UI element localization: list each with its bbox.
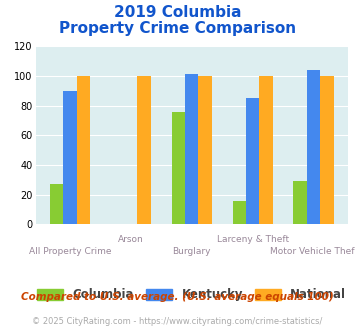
Bar	[307, 70, 320, 224]
Bar	[137, 76, 151, 224]
Bar	[50, 184, 63, 224]
Text: Larceny & Theft: Larceny & Theft	[217, 235, 289, 244]
Legend: Columbia, Kentucky, National: Columbia, Kentucky, National	[33, 284, 351, 306]
Text: © 2025 CityRating.com - https://www.cityrating.com/crime-statistics/: © 2025 CityRating.com - https://www.city…	[32, 317, 323, 326]
Bar	[77, 76, 90, 224]
Text: Motor Vehicle Theft: Motor Vehicle Theft	[269, 247, 355, 256]
Bar	[320, 76, 334, 224]
Text: Arson: Arson	[118, 235, 144, 244]
Bar	[185, 75, 198, 224]
Bar	[171, 112, 185, 224]
Bar	[260, 76, 273, 224]
Text: Burglary: Burglary	[173, 247, 211, 256]
Text: 2019 Columbia: 2019 Columbia	[114, 5, 241, 20]
Bar	[294, 181, 307, 224]
Bar	[63, 91, 77, 224]
Bar	[246, 98, 260, 224]
Text: All Property Crime: All Property Crime	[28, 247, 111, 256]
Text: Compared to U.S. average. (U.S. average equals 100): Compared to U.S. average. (U.S. average …	[21, 292, 334, 302]
Bar	[233, 201, 246, 224]
Text: Property Crime Comparison: Property Crime Comparison	[59, 21, 296, 36]
Bar	[198, 76, 212, 224]
